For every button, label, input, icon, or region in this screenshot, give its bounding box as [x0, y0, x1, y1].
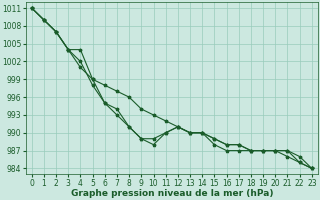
X-axis label: Graphe pression niveau de la mer (hPa): Graphe pression niveau de la mer (hPa)	[70, 189, 273, 198]
